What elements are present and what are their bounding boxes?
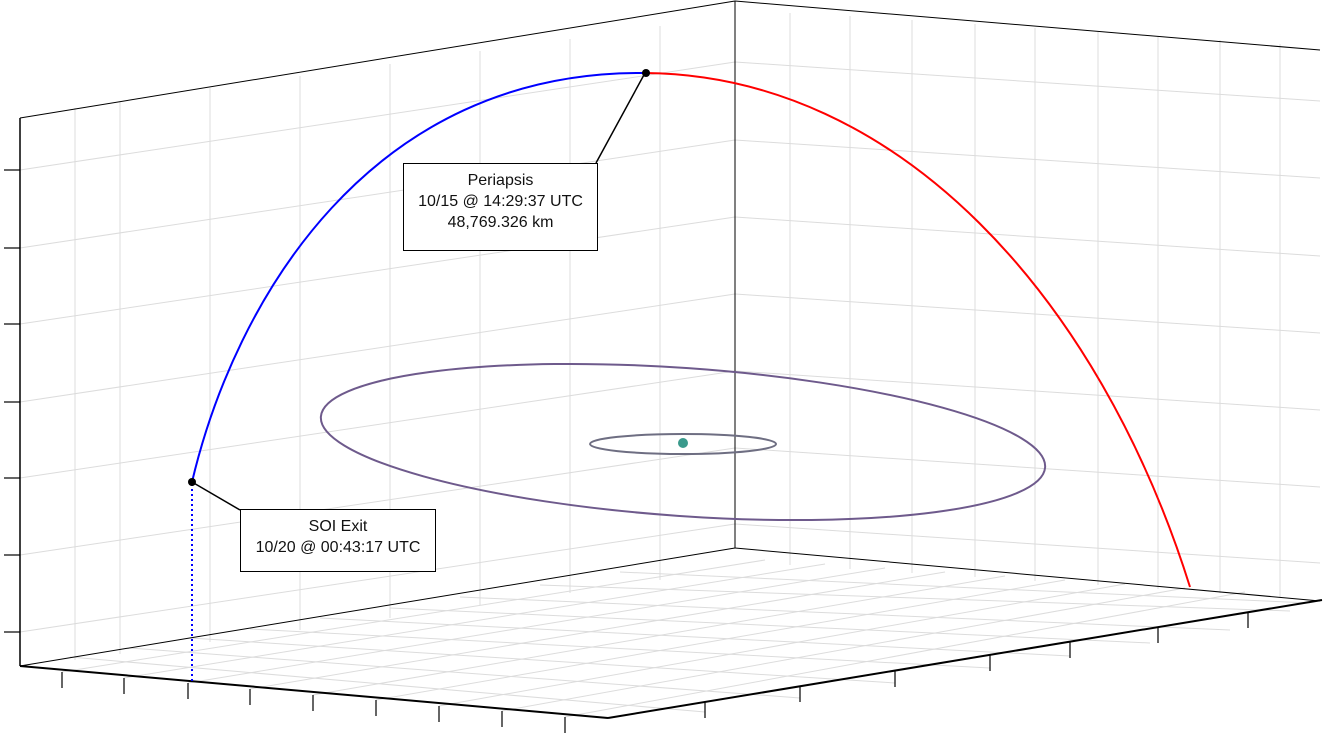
periapsis-altitude: 48,769.326 km (447, 214, 554, 231)
periapsis-time: 10/15 @ 14:29:37 UTC (418, 193, 583, 210)
soi-exit-title: SOI Exit (308, 518, 368, 535)
soi-exit-time: 10/20 @ 00:43:17 UTC (255, 539, 421, 556)
floor-grid (61, 559, 1311, 718)
soi-exit-leader-line (191, 481, 241, 511)
periapsis-leader-line (595, 72, 646, 164)
periapsis-title: Periapsis (467, 172, 534, 189)
central-body (678, 438, 688, 448)
outgoing-trajectory (191, 71, 646, 483)
soi-exit-callout: SOI Exit 10/20 @ 00:43:17 UTC (240, 509, 436, 572)
moon-orbit (319, 362, 1047, 522)
axis-ticks (4, 169, 1249, 733)
back-wall-grid (19, 13, 1321, 660)
axis-box (19, 0, 1323, 719)
soi-exit-marker-icon (188, 478, 196, 486)
periapsis-callout: Periapsis 10/15 @ 14:29:37 UTC 48,769.32… (403, 163, 598, 251)
inner-orbit (589, 433, 777, 455)
periapsis-marker-icon (642, 69, 650, 77)
incoming-trajectory (644, 72, 1191, 588)
